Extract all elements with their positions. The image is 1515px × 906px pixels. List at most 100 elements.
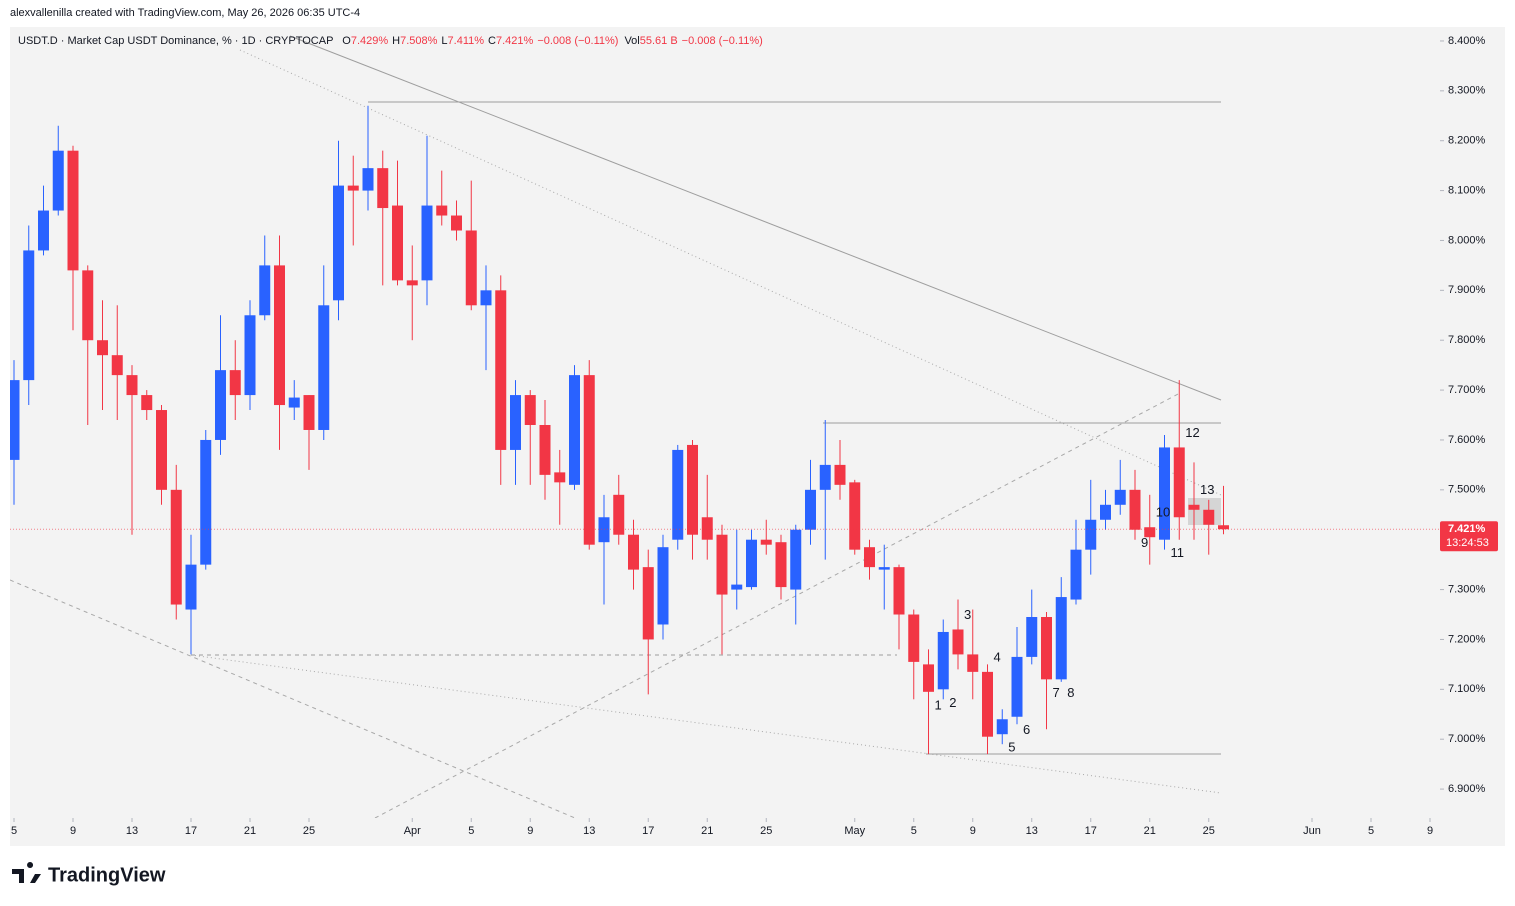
candle-body [156,410,167,490]
y-tick-label: 7.800% [1448,334,1486,346]
candle-body [392,205,403,281]
candle-body [996,719,1008,735]
candle-body [303,395,315,430]
trend-line [10,579,576,818]
x-tick-label: 5 [468,825,474,837]
y-tick-label: 7.500% [1448,484,1486,496]
candle-body [982,671,993,737]
ohlc-value: 7.411% [448,35,485,47]
candle-body [451,215,462,231]
legend-header: USDT.D · Market Cap USDT Dominance, % · … [18,35,763,47]
candle-body [746,539,757,588]
candle-body [480,290,492,306]
candle-body [141,395,153,411]
y-tick-label: 8.300% [1448,85,1486,97]
x-tick-label: 25 [1203,825,1215,837]
y-tick-label: 7.700% [1448,384,1486,396]
candle-body [23,250,35,381]
candle-body [701,517,713,540]
candle-body [126,375,138,396]
candle-body [731,584,743,590]
ohlc-value: 7.421% [496,35,534,47]
tradingview-logo: TradingView [12,862,166,886]
candle-body [893,567,905,615]
candle-body [657,547,669,625]
candle-body [613,494,625,535]
candle-body [259,265,271,316]
candle-body [111,355,123,376]
x-tick-label: 17 [642,825,654,837]
axes: 6.900%7.000%7.100%7.200%7.300%7.400%7.50… [11,35,1486,837]
wave-count-label: 1 [935,697,942,712]
candle-body [834,464,846,485]
symbol: USDT.D · Market Cap USDT Dominance, % · … [18,35,333,47]
candle-body [908,614,920,662]
wave-count-label: 3 [964,607,971,622]
candle-body [1055,597,1067,680]
x-tick-label: 13 [1026,825,1038,837]
last-price-box [1440,521,1498,552]
candle-body [347,185,359,191]
wave-count-label: 12 [1185,425,1199,440]
candle-body [1070,549,1082,600]
candle-body [1026,617,1038,657]
y-tick-label: 7.900% [1448,284,1486,296]
candle-body [274,265,285,406]
candle-body [1100,504,1111,520]
candle-body [377,168,389,209]
candle-body [288,397,300,408]
candle-body [805,489,816,530]
x-tick-label: 21 [244,825,256,837]
candle-body [465,230,477,306]
volume-label: Vol [624,35,639,47]
y-tick-label: 8.000% [1448,234,1486,246]
y-tick-label: 7.200% [1448,633,1486,645]
candle-body [524,395,536,425]
x-tick-label: 9 [1427,825,1433,837]
ohlc-label: O [342,35,351,47]
y-tick-label: 8.400% [1448,35,1486,47]
candle-body [52,150,64,211]
candle-body [1085,519,1097,550]
candle-body [229,370,241,396]
candle-body [38,210,49,251]
credit: alexvallenilla created with TradingView.… [10,7,360,19]
candle-body [716,534,728,595]
candle-body [333,185,344,301]
x-tick-label: Apr [404,825,421,837]
candles [10,105,1440,755]
candle-body [67,150,79,271]
y-tick-label: 7.100% [1448,683,1486,695]
volume-change: −0.008 (−0.11%) [682,35,763,47]
wave-count-label: 9 [1141,535,1148,550]
candle-body [318,305,330,430]
x-tick-label: 25 [760,825,772,837]
candle-body [510,395,521,450]
candle-body [436,205,448,216]
x-tick-label: Jun [1303,825,1321,837]
change: −0.008 (−0.11%) [537,35,618,47]
x-tick-label: 9 [70,825,76,837]
x-tick-label: 13 [126,825,138,837]
candle-body [1011,656,1023,717]
candle-body [775,542,787,588]
candle-body [760,539,772,545]
candle-body [1203,509,1215,525]
candle-body [628,534,639,570]
candle-body [967,654,979,672]
x-tick-label: 25 [303,825,315,837]
candle-body [406,280,418,286]
candle-body [185,564,197,610]
wave-count-label: 4 [994,649,1001,664]
candle-body [1041,617,1052,680]
wave-count-label: 13 [1200,482,1214,497]
y-tick-label: 7.300% [1448,583,1486,595]
candle-body [1218,525,1229,530]
candle-body [1144,527,1156,538]
countdown: 13:24:53 [1446,537,1489,549]
candle-body [362,168,374,191]
candle-body [1173,447,1185,518]
candle-body [642,567,654,640]
candle-body [952,629,964,655]
candle-body [864,547,875,568]
